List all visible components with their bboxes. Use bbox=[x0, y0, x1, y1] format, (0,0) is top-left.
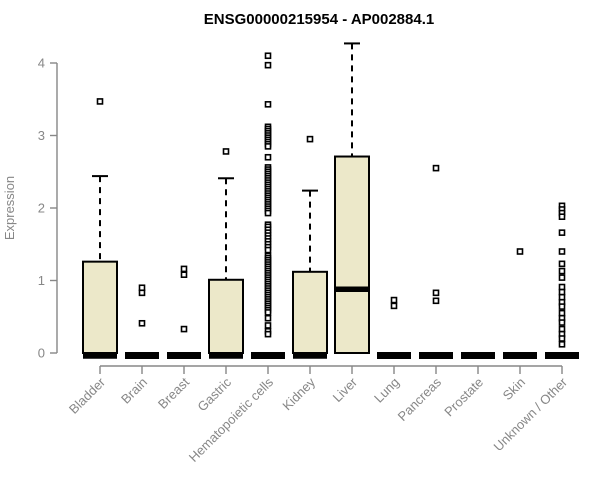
outlier-point-unknown-other bbox=[558, 293, 566, 301]
outlier-point-unknown-other bbox=[558, 213, 566, 220]
outlier-point-unknown-other bbox=[558, 288, 566, 296]
y-tick-label: 3 bbox=[38, 128, 45, 143]
outlier-point-pancreas bbox=[432, 289, 440, 297]
outlier-point-unknown-other bbox=[558, 340, 566, 348]
x-category-label-prostate: Prostate bbox=[441, 375, 486, 420]
outlier-point-hematopoietic-cells bbox=[264, 153, 272, 161]
x-category-label-bladder: Bladder bbox=[66, 374, 109, 417]
outlier-point-unknown-other bbox=[558, 274, 566, 281]
outlier-point-hematopoietic-cells bbox=[264, 314, 272, 322]
outlier-point-skin bbox=[516, 248, 524, 255]
outlier-point-unknown-other bbox=[558, 319, 566, 326]
outlier-point-unknown-other bbox=[558, 260, 566, 268]
outlier-point-pancreas bbox=[432, 164, 440, 172]
outlier-point-hematopoietic-cells bbox=[264, 246, 272, 254]
outlier-point-unknown-other bbox=[558, 309, 566, 317]
collapsed-box-pancreas bbox=[419, 352, 453, 359]
y-tick-label: 4 bbox=[38, 56, 45, 71]
outlier-point-hematopoietic-cells bbox=[264, 330, 272, 338]
collapsed-box-prostate bbox=[461, 352, 495, 359]
outlier-point-lung bbox=[390, 296, 398, 304]
y-axis-label: Expression bbox=[2, 176, 17, 240]
x-category-label-breast: Breast bbox=[155, 374, 192, 411]
x-category-label-liver: Liver bbox=[330, 374, 361, 405]
outlier-point-unknown-other bbox=[558, 283, 566, 291]
x-category-label-pancreas: Pancreas bbox=[395, 374, 445, 424]
outlier-point-brain bbox=[138, 284, 146, 292]
outlier-point-brain bbox=[138, 319, 146, 327]
outlier-point-bladder bbox=[96, 98, 104, 105]
outlier-point-unknown-other bbox=[558, 229, 566, 236]
collapsed-box-unknown-other bbox=[545, 352, 579, 359]
outlier-point-lung bbox=[390, 302, 398, 310]
outlier-point-unknown-other bbox=[558, 267, 566, 275]
outlier-point-hematopoietic-cells bbox=[264, 61, 272, 69]
outlier-point-hematopoietic-cells bbox=[264, 52, 272, 60]
collapsed-box-skin bbox=[503, 352, 537, 359]
collapsed-box-breast bbox=[167, 352, 201, 359]
outlier-point-pancreas bbox=[432, 297, 440, 305]
collapsed-box-lung bbox=[377, 352, 411, 359]
y-tick-label: 0 bbox=[38, 346, 45, 361]
outlier-point-gastric bbox=[222, 148, 230, 155]
outlier-point-breast bbox=[180, 271, 188, 279]
box-bladder bbox=[82, 260, 118, 354]
outlier-point-breast bbox=[180, 265, 188, 273]
outlier-point-unknown-other bbox=[558, 303, 566, 310]
x-category-label-kidney: Kidney bbox=[279, 374, 318, 413]
outlier-point-hematopoietic-cells bbox=[264, 322, 272, 329]
chart-title: ENSG00000215954 - AP002884.1 bbox=[204, 11, 434, 28]
outlier-point-hematopoietic-cells bbox=[264, 101, 272, 108]
outlier-point-unknown-other bbox=[558, 335, 566, 342]
x-category-label-lung: Lung bbox=[371, 375, 402, 406]
outlier-point-brain bbox=[138, 289, 146, 297]
collapsed-box-brain bbox=[125, 352, 159, 359]
outlier-point-hematopoietic-cells bbox=[264, 209, 272, 217]
box-gastric bbox=[208, 278, 244, 354]
outlier-point-hematopoietic-cells bbox=[264, 143, 272, 150]
outlier-point-breast bbox=[180, 325, 188, 333]
outlier-point-unknown-other bbox=[558, 248, 566, 255]
x-category-label-unknown-other: Unknown / Other bbox=[491, 374, 571, 454]
outlier-point-kidney bbox=[306, 135, 314, 143]
y-tick-label: 2 bbox=[38, 201, 45, 216]
x-category-label-brain: Brain bbox=[118, 375, 150, 407]
box-liver bbox=[334, 155, 370, 354]
y-tick-label: 1 bbox=[38, 273, 45, 288]
box-kidney bbox=[292, 270, 328, 354]
collapsed-box-hematopoietic-cells bbox=[251, 352, 285, 359]
x-category-label-skin: Skin bbox=[500, 375, 528, 403]
outlier-point-unknown-other bbox=[558, 325, 566, 333]
outlier-point-hematopoietic-cells bbox=[264, 309, 272, 316]
x-category-label-gastric: Gastric bbox=[194, 374, 234, 414]
